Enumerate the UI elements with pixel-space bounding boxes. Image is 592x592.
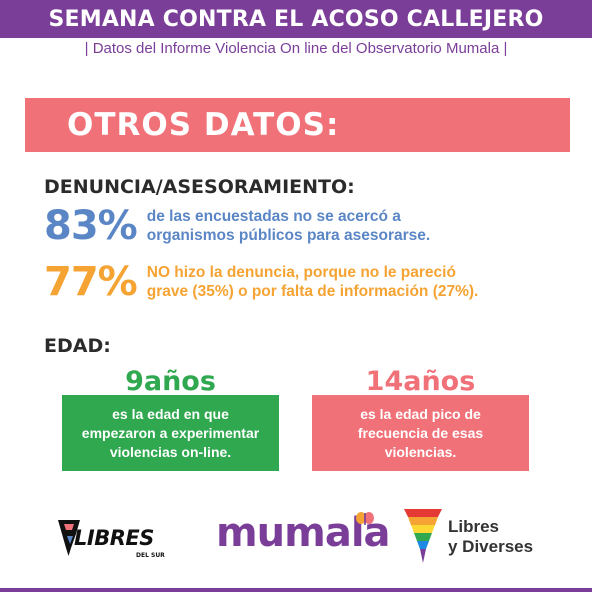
stat-line: grave (35%) o por falta de información (… [146,283,479,300]
stat-line: NO hizo la denuncia, porque no le pareci… [146,264,456,281]
butterfly-icon [356,512,374,525]
age-9: 9años [125,366,216,397]
logo-line: Libres [448,517,500,536]
mumala-logo: mumala [212,510,391,568]
age-card-text: es la edad en que empezaron a experiment… [81,405,260,460]
denuncia-heading: DENUNCIA/ASESORAMIENTO: [44,176,355,198]
age-card-9: es la edad en que empezaron a experiment… [62,395,279,471]
page-title: SEMANA CONTRA EL ACOSO CALLEJERO [48,6,544,32]
libres-y-diverses-logo: Libres y Diverses [402,507,552,569]
rainbow-figure-icon [404,509,442,563]
logo-line: y Diverses [448,537,534,556]
stat-description-77: NO hizo la denuncia, porque no le pareci… [147,263,479,301]
libres-flag-icon [58,520,80,556]
stat-percent-77: 77% [44,259,138,305]
stat-line: organismos públicos para asesorarse. [146,227,431,244]
page-subtitle: | Datos del Informe Violencia On line de… [84,40,508,57]
otros-datos-title: OTROS DATOS: [67,107,340,143]
libres-diverses-text: Libres y Diverses [448,517,533,557]
edad-heading: EDAD: [44,335,111,357]
age-14: 14años [365,366,476,397]
stat-description-83: de las encuestadas no se acercó a organi… [147,207,430,245]
stat-percent-83: 83% [44,203,138,249]
age-card-text: es la edad pico de frecuencia de esas vi… [357,405,484,460]
libres-logo-subtext: DEL SUR [136,552,165,559]
bottom-divider [0,588,592,592]
libres-logo-text: LIBRES [74,526,154,550]
libres-logo: LIBRES DEL SUR [58,516,178,560]
stat-line: de las encuestadas no se acercó a [146,208,401,225]
title-banner: SEMANA CONTRA EL ACOSO CALLEJERO [0,0,592,38]
stat-row-77: 77% NO hizo la denuncia, porque no le pa… [44,262,478,302]
otros-datos-banner: OTROS DATOS: [25,98,570,152]
age-card-14: es la edad pico de frecuencia de esas vi… [312,395,529,471]
stat-row-83: 83% de las encuestadas no se acercó a or… [44,206,430,246]
